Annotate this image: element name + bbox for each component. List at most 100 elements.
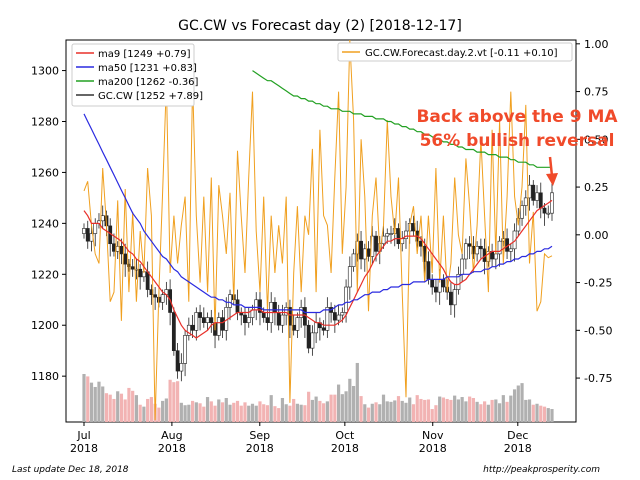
candle-body [385, 233, 390, 237]
legend-gccw: GC.CW [1252 +7.89] [98, 91, 203, 102]
candle-body [280, 314, 285, 326]
x-axis: Jul2018Aug2018Sep2018Oct2018Nov2018Dec20… [70, 422, 532, 455]
volume-bar [168, 379, 172, 422]
left-y-tick-label: 1200 [31, 319, 59, 332]
candle-body [475, 245, 480, 255]
candle-body [160, 294, 165, 303]
volume-bar [415, 395, 419, 422]
volume-bar [524, 399, 528, 422]
candle-body [460, 258, 465, 275]
right-y-axis: 1.00 0.75 0.50 0.25 0.00 -0.25 -0.50 -0.75 [576, 38, 612, 385]
volume-bar [123, 399, 127, 422]
volume-bar [351, 386, 356, 422]
volume-bar [381, 394, 386, 422]
candle-body [347, 266, 352, 288]
legend-left: ma9 [1249 +0.79] ma50 [1231 +0.83] ma200… [71, 43, 203, 107]
volume-bar [423, 399, 427, 422]
candle-body [112, 243, 116, 252]
volume-bar [434, 405, 438, 422]
volume-bar [82, 374, 86, 422]
candle-body [130, 266, 135, 270]
volume-bar [389, 401, 393, 422]
candle-body [246, 317, 251, 323]
candle-body [550, 192, 554, 214]
volume-bars [82, 362, 554, 422]
volume-bar [116, 391, 120, 422]
candle-body [153, 294, 158, 298]
volume-bar [475, 401, 479, 422]
volume-bar [340, 394, 344, 422]
volume-bar [228, 404, 232, 422]
candle-body [198, 312, 202, 318]
annotation-line-2: 56% bullish reversal [420, 131, 615, 151]
candle-body [478, 245, 483, 250]
volume-bar [336, 384, 341, 422]
x-tick-label-year: 2018 [70, 442, 98, 455]
volume-bar [101, 386, 105, 422]
candle-body [426, 261, 431, 280]
volume-bar [408, 397, 412, 422]
volume-bar [176, 381, 180, 422]
volume-bar [509, 395, 513, 422]
volume-bar [501, 395, 505, 422]
x-tick-label-year: 2018 [419, 442, 447, 455]
right-y-tick-label: -0.25 [584, 277, 612, 290]
candle-body [396, 228, 401, 245]
volume-bar [348, 378, 352, 422]
candle-body [374, 235, 378, 252]
volume-bar [224, 398, 228, 422]
candle-body [261, 312, 266, 318]
volume-bar [449, 399, 453, 422]
candle-body [228, 294, 232, 308]
x-tick-label-year: 2018 [246, 442, 274, 455]
x-tick-label-year: 2018 [158, 442, 186, 455]
candle-body [183, 335, 187, 364]
volume-bar [194, 402, 198, 422]
candle-body [82, 228, 86, 234]
candle-body [235, 299, 240, 313]
annotation-line-1: Back above the 9 MA [416, 107, 618, 127]
volume-bar [310, 399, 314, 422]
volume-bar [404, 402, 408, 422]
volume-bar [366, 407, 371, 422]
volume-bar [486, 404, 490, 422]
candle-body [100, 215, 105, 222]
volume-bar [93, 386, 97, 422]
candle-body [535, 192, 539, 201]
candle-body [546, 212, 551, 215]
x-tick-label-month: Oct [335, 429, 355, 442]
volume-bar [119, 393, 124, 422]
legend-right: GC.CW.Forecast.day.2.vt [-0.11 +0.10] [337, 42, 573, 62]
forecast-line [83, 39, 553, 421]
candle-body [93, 223, 98, 234]
candle-body [171, 312, 176, 351]
volume-bar [277, 408, 281, 422]
candle-body [321, 327, 326, 331]
volume-bar [220, 402, 225, 422]
volume-bar [108, 394, 112, 422]
left-y-tick-label: 1300 [31, 65, 59, 78]
footer-last-update: Last update Dec 18, 2018 [12, 465, 129, 475]
volume-bar [146, 398, 150, 422]
volume-bar [284, 404, 288, 422]
right-y-tick-label: -0.75 [584, 372, 612, 385]
volume-bar [374, 402, 378, 422]
volume-bar [288, 405, 292, 422]
legend-ma50: ma50 [1231 +0.83] [98, 63, 197, 74]
volume-bar [243, 402, 247, 422]
candle-body [359, 240, 363, 260]
candle-body [254, 299, 259, 311]
volume-bar [86, 376, 90, 422]
candle-body [531, 184, 536, 201]
candle-body [404, 230, 408, 239]
volume-bar [112, 398, 116, 422]
volume-bar [262, 404, 266, 422]
candle-body [119, 245, 124, 255]
x-tick-label-month: Aug [161, 429, 182, 442]
candle-body [538, 192, 543, 209]
volume-bar [396, 396, 401, 422]
candle-body [276, 312, 281, 326]
candle-body [389, 233, 393, 235]
right-y-tick-label: -0.50 [584, 324, 612, 337]
right-y-tick-label: 1.00 [584, 38, 609, 51]
